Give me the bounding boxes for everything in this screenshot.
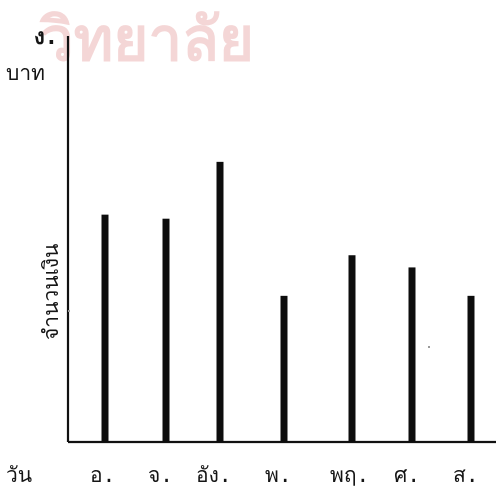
x-tick-label-3: อัง. [196,463,232,487]
x-tick-label-6: ศ. [394,463,420,487]
bars [101,161,475,443]
y-axis-label: จำนวนเงิน [39,244,63,340]
watermark: วิทยาลัย [39,5,254,75]
unit-top-label: ง. [34,25,58,50]
bar-2 [162,218,170,442]
bar-3 [216,161,224,443]
unit-bottom-label: บาท [6,61,45,85]
x-tick-label-5: พฤ. [330,463,369,487]
unit-label: ง. บาท [6,25,58,85]
scan-speck [428,346,430,348]
x-tick-label-4: พ. [265,463,292,487]
bar-4 [280,295,288,442]
bar-1 [101,214,109,442]
bar-6 [408,267,416,442]
x-tick-label-2: จ. [148,463,173,487]
x-tick-label-1: อ. [90,463,115,487]
x-tick-labels: อ. จ. อัง. พ. พฤ. ศ. ส. [90,463,478,487]
scan-speck [68,310,70,312]
bar-7 [467,295,475,442]
x-tick-label-7: ส. [453,463,478,487]
bar-5 [348,255,356,442]
x-axis-label: วัน [6,463,32,487]
